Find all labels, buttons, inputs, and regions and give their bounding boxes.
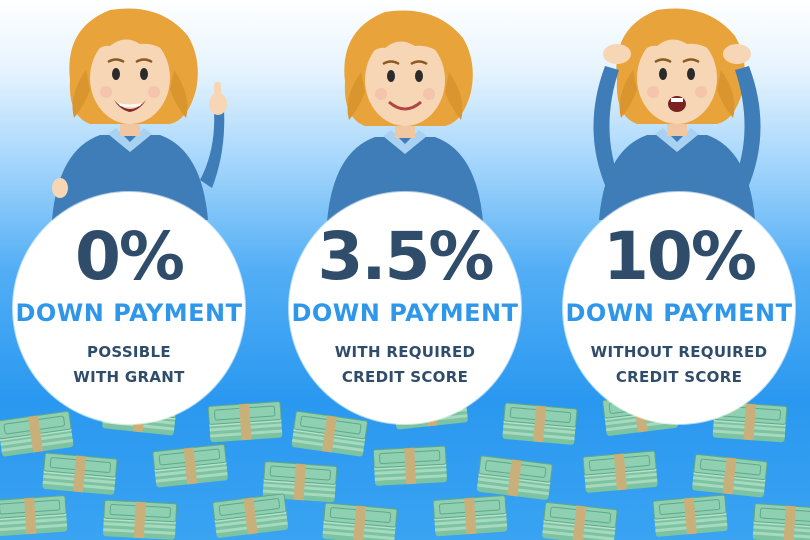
- down-payment-card-0-percent: 0% DOWN PAYMENT POSSIBLE WITH GRANT: [13, 192, 245, 424]
- down-payment-label: DOWN PAYMENT: [291, 299, 519, 327]
- woman-worried-illustration: [593, 7, 761, 222]
- description-line-1: POSSIBLE: [87, 343, 171, 361]
- description-line-2: CREDIT SCORE: [615, 368, 743, 386]
- down-payment-label: DOWN PAYMENT: [565, 299, 793, 327]
- description-line-2: WITH GRANT: [73, 368, 185, 386]
- percent-value: 0%: [74, 218, 185, 295]
- down-payment-label: DOWN PAYMENT: [15, 299, 243, 327]
- description-line-2: CREDIT SCORE: [341, 368, 469, 386]
- description-line-1: WITH REQUIRED: [334, 343, 476, 361]
- down-payment-card-10-percent: 10% DOWN PAYMENT WITHOUT REQUIRED CREDIT…: [563, 192, 795, 424]
- woman-smiling-illustration: [325, 9, 485, 224]
- card-description: WITH REQUIRED CREDIT SCORE: [289, 340, 521, 390]
- card-description: WITHOUT REQUIRED CREDIT SCORE: [563, 340, 795, 390]
- card-description: POSSIBLE WITH GRANT: [13, 340, 245, 390]
- description-line-1: WITHOUT REQUIRED: [590, 343, 768, 361]
- down-payment-card-3-5-percent: 3.5% DOWN PAYMENT WITH REQUIRED CREDIT S…: [289, 192, 521, 424]
- percent-value: 10%: [603, 218, 757, 295]
- percent-value: 3.5%: [317, 218, 494, 295]
- woman-happy-illustration: [50, 7, 227, 222]
